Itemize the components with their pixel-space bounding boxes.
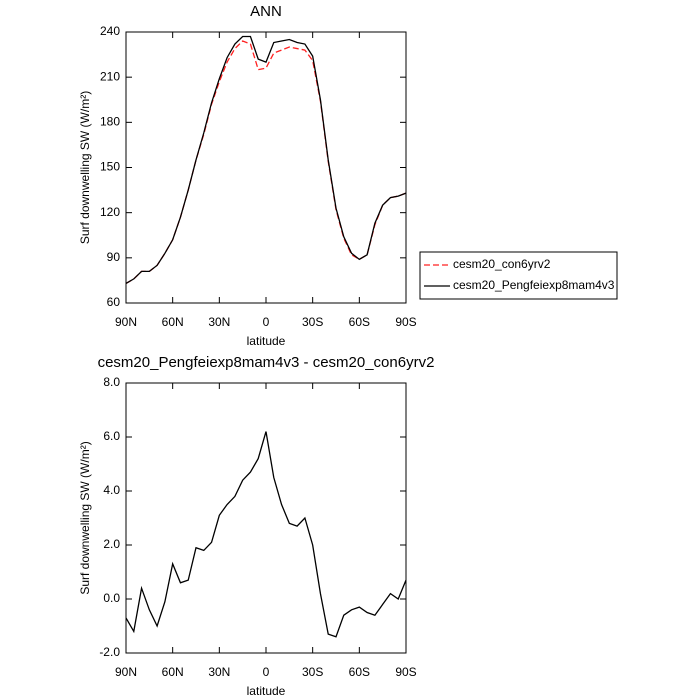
y-tick-label: 6.0	[103, 429, 120, 443]
x-axis-label: latitude	[247, 684, 286, 698]
y-tick-label: -2.0	[99, 645, 120, 659]
y-axis-label: Surf downwelling SW (W/m²)	[78, 441, 92, 594]
x-tick-label: 90N	[115, 665, 137, 679]
x-tick-label: 90N	[115, 315, 137, 329]
x-axis-label: latitude	[247, 334, 286, 348]
y-tick-label: 90	[107, 250, 121, 264]
x-tick-label: 30N	[208, 315, 230, 329]
plot-frame	[125, 382, 407, 654]
legend-label: cesm20_Pengfeiexp8mam4v3	[453, 278, 615, 292]
x-tick-label: 30N	[208, 665, 230, 679]
y-tick-label: 120	[100, 205, 120, 219]
y-tick-label: 2.0	[103, 537, 120, 551]
plot-frame	[125, 31, 407, 304]
x-tick-label: 60N	[162, 315, 184, 329]
x-tick-label: 60S	[349, 315, 370, 329]
y-tick-label: 180	[100, 115, 120, 129]
y-tick-label: 150	[100, 160, 120, 174]
y-tick-label: 0.0	[103, 591, 120, 605]
data-line	[125, 431, 407, 638]
x-tick-label: 90S	[395, 665, 416, 679]
y-tick-label: 8.0	[103, 375, 120, 389]
chart-title: ANN	[250, 3, 282, 20]
x-tick-label: 30S	[302, 665, 323, 679]
chart-title: cesm20_Pengfeiexp8mam4v3 - cesm20_con6yr…	[98, 354, 435, 371]
y-tick-label: 60	[107, 295, 121, 309]
x-tick-label: 30S	[302, 315, 323, 329]
y-tick-label: 240	[100, 24, 120, 38]
x-tick-label: 60S	[349, 665, 370, 679]
legend-box	[419, 251, 618, 300]
x-tick-label: 90S	[395, 315, 416, 329]
y-axis-label: Surf downwelling SW (W/m²)	[78, 91, 92, 244]
legend-label: cesm20_con6yrv2	[453, 257, 551, 271]
y-tick-label: 4.0	[103, 483, 120, 497]
x-tick-label: 0	[263, 665, 270, 679]
y-tick-label: 210	[100, 69, 120, 83]
data-line	[125, 35, 407, 284]
x-tick-label: 0	[263, 315, 270, 329]
x-tick-label: 60N	[162, 665, 184, 679]
